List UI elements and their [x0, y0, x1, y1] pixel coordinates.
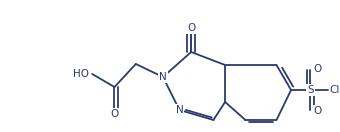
Text: O: O: [187, 23, 195, 33]
Text: HO: HO: [73, 69, 89, 79]
Text: S: S: [307, 85, 314, 95]
Text: O: O: [313, 106, 321, 116]
Text: O: O: [110, 109, 119, 119]
Text: N: N: [159, 72, 167, 82]
Text: O: O: [313, 64, 321, 74]
Text: Cl: Cl: [329, 85, 340, 95]
Text: N: N: [175, 105, 183, 115]
